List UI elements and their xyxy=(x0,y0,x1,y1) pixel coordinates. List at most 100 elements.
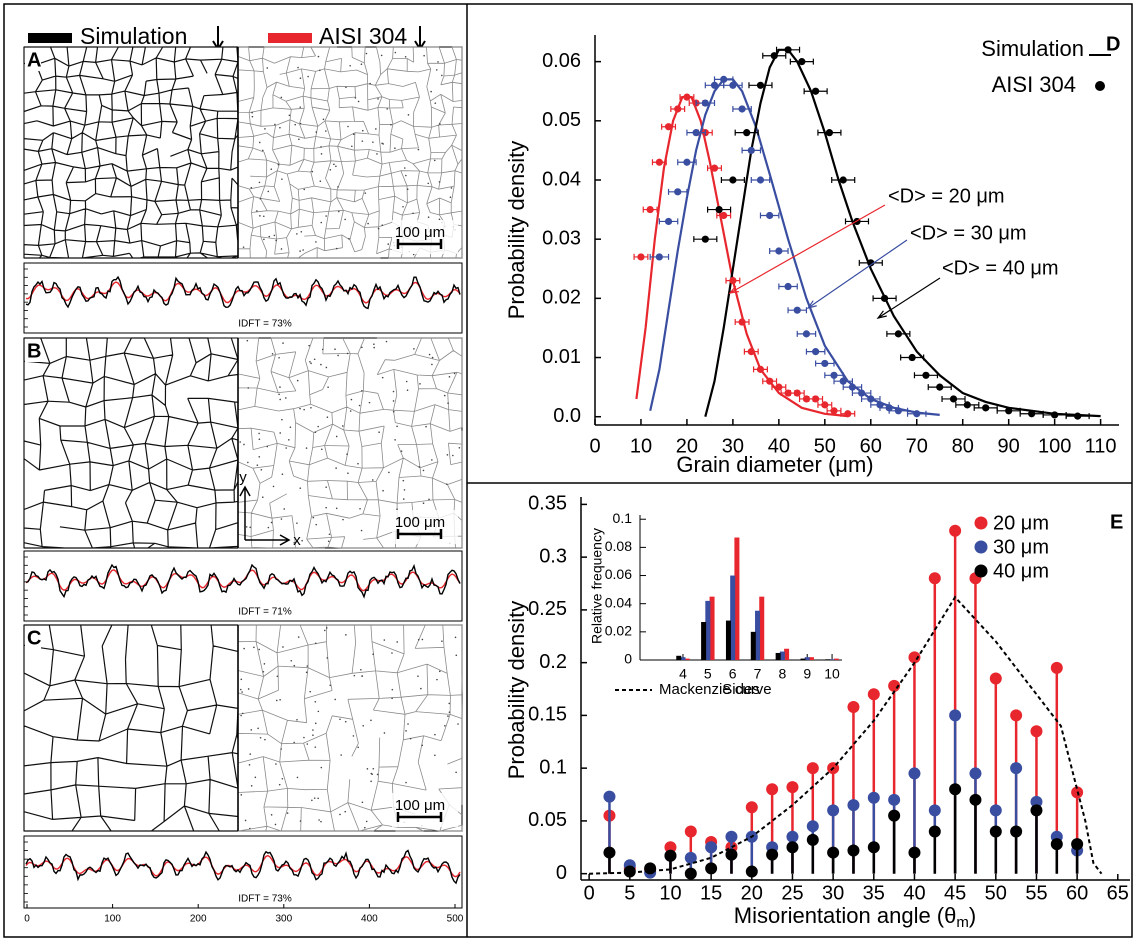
micrograph-speck xyxy=(360,529,363,532)
micrograph-speck xyxy=(447,715,449,717)
data-point xyxy=(784,282,792,291)
micrograph-speck xyxy=(293,741,295,744)
micrograph-speck xyxy=(347,125,349,128)
micrograph-speck xyxy=(314,642,317,645)
micrograph-speck xyxy=(270,168,273,171)
x-tick-label: 400 xyxy=(361,914,378,925)
micrograph-speck xyxy=(366,768,369,770)
micrograph-speck xyxy=(323,629,326,632)
micrograph-speck xyxy=(325,506,327,509)
micrograph-speck xyxy=(406,188,409,191)
micrograph-speck xyxy=(445,483,448,485)
x-tick-label: 300 xyxy=(275,914,292,925)
x-axis-label-subscript: m xyxy=(956,914,969,931)
micrograph-speck xyxy=(293,664,296,667)
stem-head xyxy=(725,848,738,861)
data-point xyxy=(913,410,921,418)
axes-symbol-label: x xyxy=(293,532,301,549)
data-point xyxy=(1051,411,1059,419)
micrograph-speck xyxy=(339,813,341,816)
micrograph-speck xyxy=(452,454,454,457)
y-tick-label: 0.02 xyxy=(605,623,632,639)
micrograph-speck xyxy=(273,234,276,237)
micrograph-speck xyxy=(267,526,270,529)
data-point xyxy=(747,146,755,155)
data-point xyxy=(821,359,829,368)
micrograph-speck xyxy=(431,356,434,359)
micrograph-speck xyxy=(263,238,265,241)
micrograph-speck xyxy=(421,744,424,747)
bar xyxy=(804,657,810,660)
panel-label: E xyxy=(1110,511,1123,533)
micrograph-speck xyxy=(286,812,289,814)
x-tick-label: 50 xyxy=(985,882,1007,904)
data-point xyxy=(756,176,765,184)
micrograph-speck xyxy=(243,647,245,650)
micrograph-speck xyxy=(315,131,318,133)
y-tick-label: 0 xyxy=(556,862,567,884)
micrograph-speck xyxy=(337,186,339,188)
micrograph-speck xyxy=(317,55,320,58)
data-point xyxy=(802,330,811,338)
micrograph-speck xyxy=(303,188,306,191)
y-tick-label: 0.25 xyxy=(528,598,567,620)
micrograph-speck xyxy=(279,398,281,401)
micrograph-speck xyxy=(412,253,415,256)
micrograph-speck xyxy=(349,64,351,67)
bar xyxy=(784,648,790,660)
stem-head xyxy=(1050,661,1063,674)
micrograph-speck xyxy=(258,456,261,458)
micrograph-speck xyxy=(298,138,300,141)
micrograph-speck xyxy=(250,729,253,731)
legend-swatch xyxy=(974,540,988,554)
x-axis-label-part: ) xyxy=(969,903,976,928)
y-tick-label: 0.06 xyxy=(542,50,581,72)
micrograph-speck xyxy=(455,654,458,657)
micrograph-speck xyxy=(240,794,243,796)
panel-label-bg xyxy=(25,49,41,71)
x-tick-label: 35 xyxy=(863,882,885,904)
micrograph-speck xyxy=(381,224,384,227)
stem-head xyxy=(989,804,1002,817)
micrograph-speck xyxy=(402,498,405,500)
micrograph-speck xyxy=(448,376,451,378)
legend-label: AISI 304 xyxy=(319,23,407,49)
data-point xyxy=(1028,410,1036,418)
micrograph-speck xyxy=(268,235,271,238)
x-tick-label: 0 xyxy=(24,914,30,925)
data-point xyxy=(812,395,820,403)
micrograph-speck xyxy=(251,115,254,118)
micrograph-speck xyxy=(448,702,451,705)
micrograph-speck xyxy=(280,248,283,250)
micrograph-speck xyxy=(278,783,281,786)
micrograph-speck xyxy=(279,432,281,434)
micrograph-speck xyxy=(370,780,372,783)
micrograph-speck xyxy=(280,748,282,750)
micrograph-speck xyxy=(396,425,398,428)
x-axis-label: Sides xyxy=(722,681,760,698)
micrograph-speck xyxy=(438,181,441,183)
bar xyxy=(800,658,806,660)
micrograph-speck xyxy=(396,508,398,511)
scale-bar-bg xyxy=(392,510,458,544)
micrograph-speck xyxy=(259,197,262,200)
micrograph-speck xyxy=(296,718,298,721)
bar xyxy=(825,659,831,660)
micrograph-speck xyxy=(258,648,260,651)
y-axis-label: Probability density xyxy=(504,141,529,320)
micrograph-speck xyxy=(254,776,257,779)
data-point xyxy=(720,211,728,220)
bar xyxy=(779,651,785,660)
micrograph-speck xyxy=(281,418,283,421)
stem-head xyxy=(827,804,840,817)
x-tick-label: 110 xyxy=(1085,435,1117,457)
y-tick-label: 0.2 xyxy=(539,651,567,673)
micrograph-speck xyxy=(279,386,281,388)
micrograph-speck xyxy=(394,439,396,441)
stem-head xyxy=(786,841,799,854)
micrograph-speck xyxy=(377,98,379,100)
micrograph-speck xyxy=(299,106,302,108)
y-axis-label: Relative frequency xyxy=(589,528,605,644)
micrograph-speck xyxy=(420,687,422,690)
data-point xyxy=(812,348,820,356)
